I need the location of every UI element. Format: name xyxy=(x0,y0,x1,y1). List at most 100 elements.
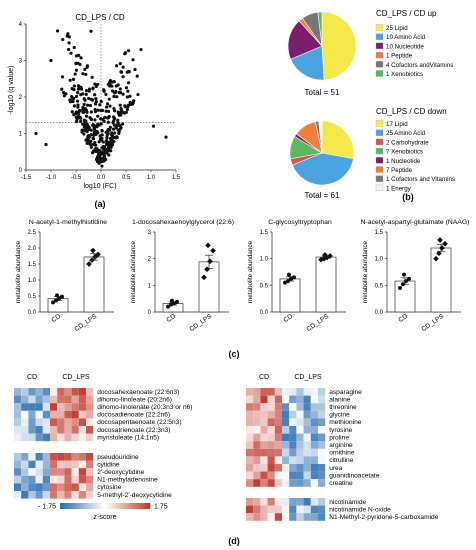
heatmap-cell xyxy=(303,479,311,487)
heatmap-cell xyxy=(282,456,290,464)
heatmap-cell xyxy=(296,388,304,396)
heatmap-cell xyxy=(318,513,326,521)
heatmap-cell xyxy=(253,418,261,426)
heatmap-cell xyxy=(71,475,79,484)
volcano-point xyxy=(64,92,68,96)
volcano-point xyxy=(139,47,143,52)
heatmap-cell xyxy=(318,464,326,472)
volcano-point xyxy=(93,128,97,132)
data-point xyxy=(442,240,448,247)
colorbar-segment xyxy=(147,503,149,509)
heatmap-cell xyxy=(296,426,304,434)
heatmap-cell xyxy=(21,395,29,404)
heatmap-cell xyxy=(78,403,86,411)
volcano-point xyxy=(87,96,91,101)
heatmap-cell xyxy=(318,395,326,404)
heatmap-cell xyxy=(50,433,58,442)
colorbar-segment xyxy=(88,503,91,509)
heatmap-cell xyxy=(21,468,29,476)
volcano-point xyxy=(104,109,108,113)
bar-category-label: CD_LPS xyxy=(188,313,213,334)
colorbar-segment xyxy=(139,503,142,509)
heatmap-cell xyxy=(35,453,43,461)
volcano-point xyxy=(106,109,111,114)
heatmap-cell xyxy=(253,403,261,411)
pie-slice xyxy=(317,11,323,47)
volcano-point xyxy=(126,49,131,53)
heatmap-cell xyxy=(303,433,311,442)
legend-entry: 17 Lipid xyxy=(386,121,408,128)
heatmap-cell xyxy=(246,479,254,487)
volcano-point xyxy=(79,119,83,124)
heatmap-cell xyxy=(303,513,311,521)
volcano-point xyxy=(77,111,81,115)
legend-swatch xyxy=(375,147,384,155)
heatmap-cell xyxy=(253,433,261,442)
volcano-point xyxy=(106,127,110,132)
heatmap-cell xyxy=(86,491,94,499)
volcano-point xyxy=(121,122,125,126)
pie-slice xyxy=(321,11,357,81)
heatmap-cell xyxy=(303,388,311,396)
heatmap-cell xyxy=(28,395,36,404)
volcano-point xyxy=(88,142,92,146)
heatmap-cell xyxy=(86,388,94,396)
bar-ytick-label: 2 xyxy=(148,257,152,263)
colorbar-segment xyxy=(102,503,104,509)
heatmap-cell xyxy=(318,410,326,419)
heatmap-cell xyxy=(42,468,50,476)
volcano-point xyxy=(91,123,95,128)
heatmap-cell xyxy=(310,505,318,514)
heatmap-cell xyxy=(303,498,311,506)
heatmap-cell xyxy=(282,505,290,514)
data-point xyxy=(89,257,95,263)
bar xyxy=(315,256,337,313)
volcano-point xyxy=(133,67,137,72)
heatmap-cell xyxy=(267,426,275,434)
legend-swatch xyxy=(375,157,384,164)
volcano-point xyxy=(126,69,131,74)
volcano-point xyxy=(105,151,109,155)
heatmap-cell xyxy=(253,448,261,457)
heatmap-cell xyxy=(260,464,268,472)
heatmap-cell xyxy=(78,433,86,442)
heatmap-cell xyxy=(21,403,29,411)
heatmap-cell xyxy=(282,498,290,506)
colorbar-segment xyxy=(124,503,127,509)
colorbar-segment xyxy=(127,503,130,509)
heatmap-cell xyxy=(50,410,58,419)
volcano-point xyxy=(105,136,109,140)
bar xyxy=(394,280,416,313)
legend-swatch xyxy=(375,42,384,50)
heatmap-cell xyxy=(86,475,94,484)
volcano-point xyxy=(96,122,100,126)
heatmap-cell xyxy=(303,403,311,411)
heatmap-cell xyxy=(50,491,58,499)
legend-entry: 7 Xenobiotics xyxy=(386,149,423,156)
legend-swatch xyxy=(375,120,384,127)
heatmap-cell xyxy=(289,410,297,419)
volcano-point xyxy=(85,64,90,68)
heatmap-row-label: citrulline xyxy=(329,457,354,464)
volcano-point xyxy=(95,125,99,129)
data-point xyxy=(407,276,411,281)
colorbar-segment xyxy=(106,503,109,509)
heatmap-cell xyxy=(64,453,72,461)
volcano-point xyxy=(92,133,96,137)
heatmap-row-label: threonine xyxy=(329,404,357,411)
volcano-point xyxy=(100,129,104,133)
heatmap-cell xyxy=(303,418,311,426)
volcano-points xyxy=(34,29,168,168)
heatmap-cell xyxy=(21,433,29,442)
volcano-point xyxy=(105,105,109,109)
data-point xyxy=(286,279,290,284)
heatmap-cell xyxy=(303,464,311,472)
heatmap-cell xyxy=(246,388,254,396)
heatmap-cell xyxy=(28,491,36,499)
colorbar-segment xyxy=(121,503,124,509)
volcano-point xyxy=(83,67,87,71)
colorbar-max-label: 1.75 xyxy=(154,504,168,511)
colorbar-segment xyxy=(109,503,112,509)
volcano-point xyxy=(125,107,129,112)
heatmap-cell xyxy=(57,483,65,491)
